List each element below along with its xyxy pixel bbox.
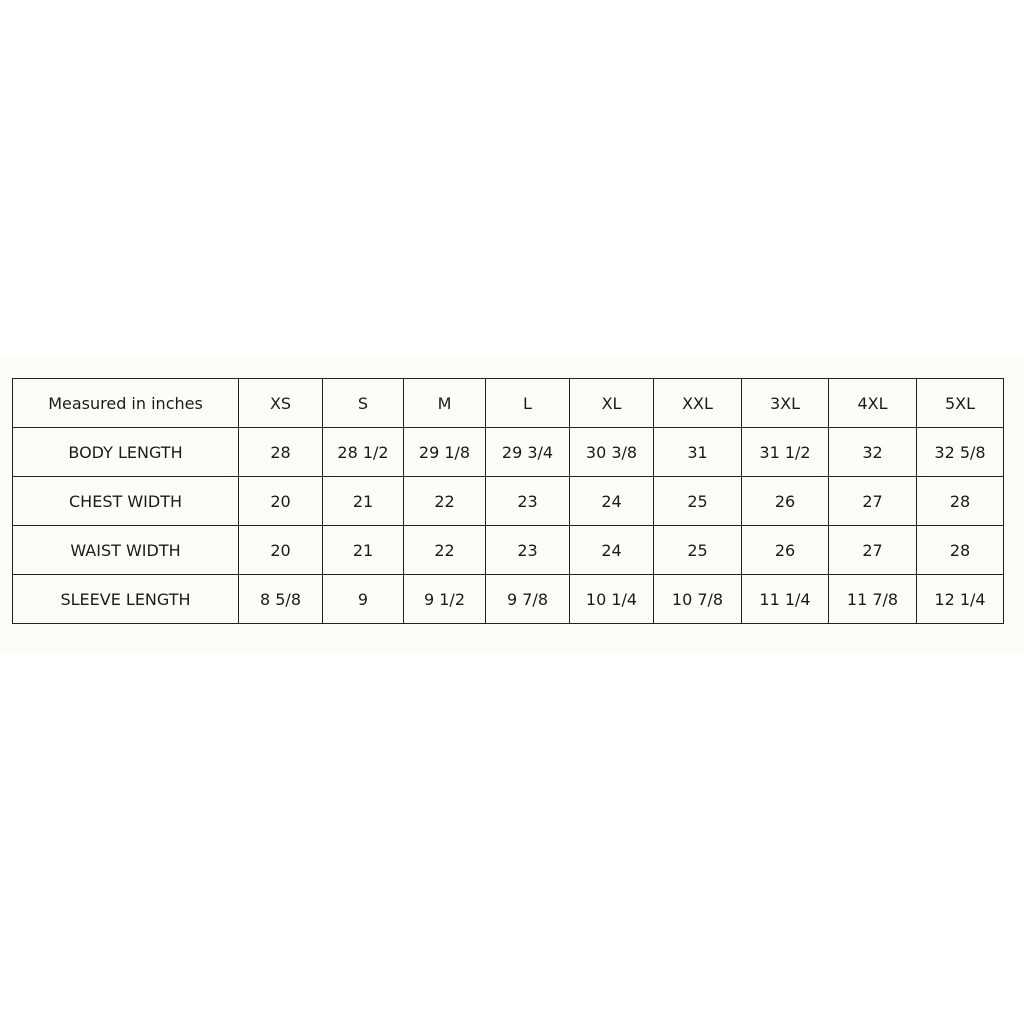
- measurement-value: 24: [569, 525, 654, 575]
- measurement-value: 25: [653, 476, 742, 526]
- measurement-label: BODY LENGTH: [12, 427, 239, 477]
- measurement-value: 9 7/8: [485, 574, 570, 624]
- measurement-value: 31: [653, 427, 742, 477]
- measurement-value: 26: [741, 476, 829, 526]
- measurement-value: 22: [403, 476, 486, 526]
- table-row: CHEST WIDTH 20 21 22 23 24 25 26 27 28: [12, 476, 1004, 526]
- size-header: XXL: [653, 378, 742, 428]
- size-header: 5XL: [916, 378, 1004, 428]
- measurement-value: 31 1/2: [741, 427, 829, 477]
- measurement-value: 9: [322, 574, 404, 624]
- table-row: BODY LENGTH 28 28 1/2 29 1/8 29 3/4 30 3/8 31 3…: [12, 427, 1004, 477]
- measurement-value: 22: [403, 525, 486, 575]
- measurement-value: 20: [238, 476, 323, 526]
- unit-label: Measured in inches: [12, 378, 239, 428]
- measurement-value: 32: [828, 427, 917, 477]
- size-header: 4XL: [828, 378, 917, 428]
- measurement-value: 27: [828, 476, 917, 526]
- measurement-value: 8 5/8: [238, 574, 323, 624]
- measurement-value: 21: [322, 525, 404, 575]
- measurement-value: 10 7/8: [653, 574, 742, 624]
- measurement-value: 32 5/8: [916, 427, 1004, 477]
- measurement-value: 26: [741, 525, 829, 575]
- measurement-value: 28: [916, 525, 1004, 575]
- measurement-value: 27: [828, 525, 917, 575]
- measurement-value: 24: [569, 476, 654, 526]
- measurement-value: 23: [485, 525, 570, 575]
- measurement-label: CHEST WIDTH: [12, 476, 239, 526]
- table-row: SLEEVE LENGTH 8 5/8 9 9 1/2 9 7/8 10 1/4 10 7/…: [12, 574, 1004, 624]
- measurement-value: 29 3/4: [485, 427, 570, 477]
- measurement-value: 10 1/4: [569, 574, 654, 624]
- measurement-value: 30 3/8: [569, 427, 654, 477]
- measurement-value: 21: [322, 476, 404, 526]
- measurement-label: WAIST WIDTH: [12, 525, 239, 575]
- measurement-value: 23: [485, 476, 570, 526]
- size-header: S: [322, 378, 404, 428]
- size-header: 3XL: [741, 378, 829, 428]
- size-header: XS: [238, 378, 323, 428]
- measurement-value: 11 1/4: [741, 574, 829, 624]
- header-row: Measured in inches XS S M L XL XXL 3XL 4XL 5XL: [12, 378, 1004, 428]
- measurement-value: 29 1/8: [403, 427, 486, 477]
- measurement-value: 9 1/2: [403, 574, 486, 624]
- size-chart-table: Measured in inches XS S M L XL XXL 3XL 4XL 5XL BOD…: [12, 378, 1004, 624]
- measurement-value: 28 1/2: [322, 427, 404, 477]
- measurement-value: 28: [238, 427, 323, 477]
- size-header: L: [485, 378, 570, 428]
- size-header: M: [403, 378, 486, 428]
- measurement-value: 20: [238, 525, 323, 575]
- measurement-label: SLEEVE LENGTH: [12, 574, 239, 624]
- measurement-value: 11 7/8: [828, 574, 917, 624]
- measurement-value: 25: [653, 525, 742, 575]
- size-header: XL: [569, 378, 654, 428]
- measurement-value: 28: [916, 476, 1004, 526]
- measurement-value: 12 1/4: [916, 574, 1004, 624]
- table-row: WAIST WIDTH 20 21 22 23 24 25 26 27 28: [12, 525, 1004, 575]
